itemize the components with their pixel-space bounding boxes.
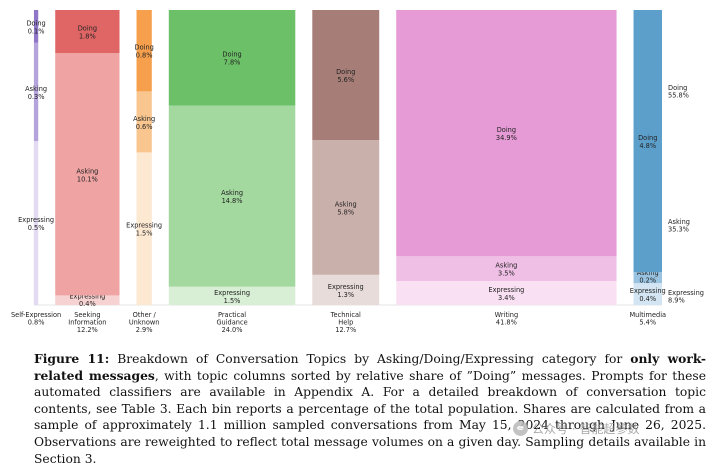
seg-value-self-expression-expressing: 0.5% [28,224,45,232]
seg-value-self-expression-asking: 0.3% [28,93,45,101]
x-tick-share-other-unknown: 2.9% [136,326,153,334]
bar-seeking-information-expressing [55,295,120,305]
bar-writing-expressing [396,281,617,305]
seg-value-self-expression-doing: 0.1% [28,27,45,35]
x-tick-label-other-unknown-line2: Unknown [129,319,160,327]
bar-other-unknown-asking [136,91,152,153]
seg-value-practical-guidance-asking: 14.8% [222,197,243,205]
bar-practical-guidance-doing [168,10,296,106]
seg-value-technical-help-asking: 5.8% [337,208,354,216]
seg-value-writing-asking: 3.5% [498,270,515,278]
x-tick-share-writing: 41.8% [496,319,517,327]
wechat-logo-icon [513,421,528,436]
x-tick-label-seeking-information: Seeking [74,311,100,319]
bar-other-unknown-doing [136,10,152,92]
caption-text-1: Breakdown of Conversation Topics by Aski… [117,352,623,366]
bar-seeking-information-asking [55,53,120,296]
bar-writing-asking [396,256,617,281]
seg-value-other-unknown-expressing: 1.5% [136,230,153,238]
x-tick-share-seeking-information: 12.2% [77,326,98,334]
seg-value-technical-help-doing: 5.6% [337,76,354,84]
seg-label-self-expression-asking: Asking [25,85,47,93]
seg-label-technical-help-doing: Doing [336,68,355,76]
bar-other-unknown-expressing [136,152,152,305]
total-value-expressing: 8.9% [668,297,685,305]
bar-seeking-information-doing [55,10,120,54]
seg-value-multimedia-doing: 4.8% [639,142,656,150]
seg-label-self-expression-expressing: Expressing [18,216,54,224]
seg-label-writing-doing: Doing [497,126,516,134]
bar-multimedia-doing [633,10,662,273]
seg-label-other-unknown-expressing: Expressing [126,222,162,230]
figure-caption: Figure 11: Breakdown of Conversation Top… [34,351,706,467]
seg-label-practical-guidance-expressing: Expressing [214,289,250,297]
x-tick-share-multimedia: 5.4% [639,319,656,327]
seg-value-multimedia-expressing: 0.4% [639,295,656,303]
bar-practical-guidance-expressing [168,286,296,305]
x-tick-label-writing: Writing [495,311,519,319]
seg-value-practical-guidance-expressing: 1.5% [224,297,241,305]
caption-bold: only work-related messages [34,351,706,383]
mosaic-chart: Expressing 0.5% Asking 0.3% Doing 0.1% Self-Ex… [11,10,704,334]
x-tick-label-practical-guidance: Practical [218,311,246,319]
seg-value-other-unknown-doing: 0.8% [136,52,153,60]
seg-label-self-expression-doing: Doing [26,19,45,27]
bar-technical-help-expressing [312,274,380,305]
seg-label-multimedia-asking: Asking [637,269,659,277]
bar-writing-doing [396,10,617,257]
total-value-asking: 35.3% [668,226,689,234]
seg-value-writing-doing: 34.9% [496,134,517,142]
seg-value-seeking-information-doing: 1.8% [79,33,96,41]
total-label-doing: Doing [668,84,687,92]
bar-multimedia-expressing [633,283,662,305]
seg-value-seeking-information-asking: 10.1% [77,175,98,183]
x-tick-label-technical-help-line2: Help [338,319,353,327]
seg-label-seeking-information-expressing: Expressing [69,292,105,300]
x-tick-share-technical-help: 12.7% [335,326,356,334]
caption-text-2: , with topic columns sorted by relative … [34,368,706,466]
seg-label-multimedia-expressing: Expressing [630,287,666,295]
x-tick-label-multimedia: Multimedia [629,311,666,319]
seg-value-multimedia-asking: 0.2% [639,277,656,285]
seg-label-other-unknown-doing: Doing [135,44,154,52]
x-tick-label-seeking-information-line2: Information [68,319,106,327]
seg-label-practical-guidance-asking: Asking [221,189,243,197]
watermark: 公众号 · 智能超参数 [513,420,639,437]
seg-label-technical-help-expressing: Expressing [328,283,364,291]
bar-technical-help-doing [312,10,380,141]
seg-label-writing-asking: Asking [495,262,517,270]
x-tick-label-other-unknown: Other / [133,311,157,319]
seg-value-writing-expressing: 3.4% [498,294,515,302]
seg-label-multimedia-doing: Doing [638,134,657,142]
bar-multimedia-asking [633,272,662,284]
bar-self-expression-expressing [34,141,39,305]
bar-self-expression-asking [34,42,39,142]
seg-label-writing-expressing: Expressing [488,286,524,294]
caption-label: Figure 11: [34,351,110,366]
seg-value-practical-guidance-doing: 7.8% [224,59,241,67]
x-tick-share-self-expression: 0.8% [28,319,45,327]
x-tick-label-self-expression: Self-Expression [11,311,61,319]
total-value-doing: 55.8% [668,92,689,100]
bar-technical-help-asking [312,140,380,275]
x-tick-label-technical-help: Technical [330,311,361,319]
seg-label-practical-guidance-doing: Doing [222,51,241,59]
bar-practical-guidance-asking [168,105,296,287]
seg-label-other-unknown-asking: Asking [133,115,155,123]
mosaic-chart-svg: Expressing0.5%Asking0.3%Doing0.1%Self-Ex… [11,10,704,334]
bar-self-expression-doing [34,10,39,43]
seg-value-other-unknown-asking: 0.6% [136,123,153,131]
seg-value-technical-help-expressing: 1.3% [337,291,354,299]
total-label-asking: Asking [668,218,690,226]
seg-value-seeking-information-expressing: 0.4% [79,300,96,308]
x-tick-share-practical-guidance: 24.0% [222,326,243,334]
x-tick-label-practical-guidance-line2: Guidance [216,319,247,327]
watermark-text: 公众号 · 智能超参数 [532,422,640,436]
seg-label-seeking-information-asking: Asking [76,167,98,175]
seg-label-technical-help-asking: Asking [335,200,357,208]
seg-label-seeking-information-doing: Doing [78,25,97,33]
total-label-expressing: Expressing [668,289,704,297]
